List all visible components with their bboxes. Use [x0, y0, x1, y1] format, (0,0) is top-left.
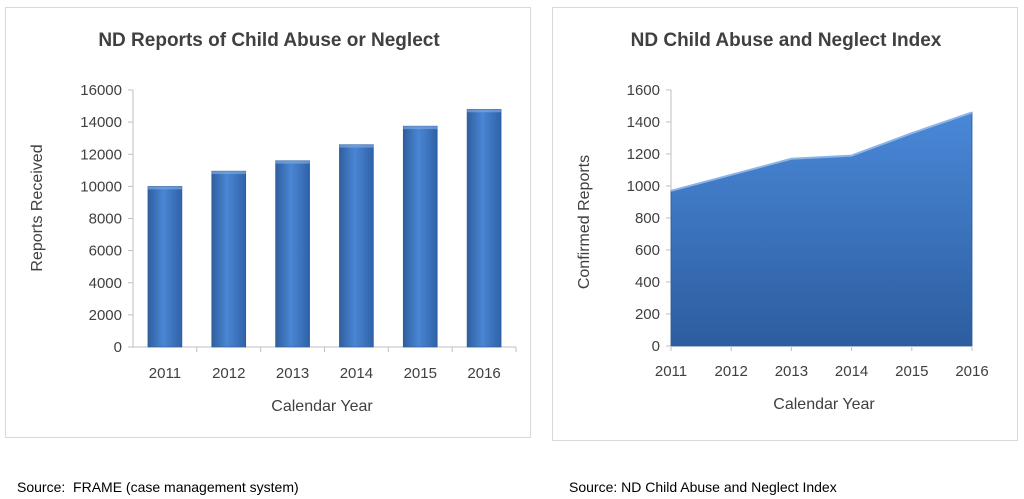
x-tick-label: 2015: [895, 363, 928, 380]
reports-bar-chart: ND Reports of Child Abuse or Neglect Cal…: [29, 30, 517, 415]
y-axis-label: Confirmed Reports: [576, 155, 593, 289]
y-tick-label: 8000: [89, 211, 122, 228]
x-tick-label: 2012: [715, 363, 748, 380]
y-tick-label: 1600: [627, 82, 660, 99]
bar-top-highlight: [467, 109, 502, 113]
x-tick-label: 2011: [655, 363, 687, 380]
x-axis-label: Calendar Year: [271, 398, 373, 415]
y-tick-label: 200: [635, 306, 660, 323]
y-tick-label: 0: [114, 339, 122, 356]
chart-title: ND Child Abuse and Neglect Index: [631, 30, 942, 51]
x-tick-label: 2014: [835, 363, 868, 380]
bar-top-highlight: [275, 160, 310, 164]
area-series: [670, 111, 973, 347]
y-tick-label: 1400: [627, 114, 660, 131]
x-tick-label: 2016: [467, 365, 500, 382]
bar: [147, 186, 183, 348]
x-tick-label: 2016: [955, 363, 988, 380]
bar: [275, 160, 310, 348]
y-tick-label: 14000: [80, 114, 122, 131]
y-tick-label: 800: [635, 210, 660, 227]
bar-top-highlight: [403, 126, 438, 130]
area-top-edge: [670, 111, 973, 192]
y-tick-label: 12000: [80, 146, 122, 163]
x-tick-label: 2012: [212, 365, 245, 382]
x-tick-label: 2014: [340, 365, 373, 382]
y-tick-label: 16000: [80, 82, 122, 99]
bar-top-highlight: [339, 144, 374, 148]
y-tick-label: 600: [635, 242, 660, 259]
x-tick-label: 2015: [404, 365, 437, 382]
index-area-chart: ND Child Abuse and Neglect Index Calenda…: [576, 30, 989, 413]
y-tick-label: 1200: [627, 146, 660, 163]
bar: [402, 125, 438, 348]
x-tick-label: 2011: [149, 365, 181, 382]
y-axis-label: Reports Received: [29, 144, 46, 271]
x-tick-label: 2013: [276, 365, 309, 382]
y-tick-label: 1000: [627, 178, 660, 195]
area-chart-panel: ND Child Abuse and Neglect Index Calenda…: [552, 7, 1018, 441]
bar: [211, 170, 247, 348]
y-tick-label: 400: [635, 274, 660, 291]
y-tick-label: 10000: [80, 178, 122, 195]
bar-top-highlight: [211, 171, 246, 175]
bar-top-highlight: [147, 186, 182, 190]
bar-chart-panel: ND Reports of Child Abuse or Neglect Cal…: [5, 7, 531, 438]
y-tick-label: 6000: [89, 243, 122, 260]
y-tick-label: 4000: [89, 275, 122, 292]
bar: [339, 144, 374, 348]
source-note-right: Source: ND Child Abuse and Neglect Index: [569, 479, 837, 495]
source-note-left: Source: FRAME (case management system): [17, 479, 299, 495]
bar: [466, 108, 502, 348]
x-tick-label: 2013: [775, 363, 808, 380]
y-tick-label: 2000: [89, 307, 122, 324]
x-axis-label: Calendar Year: [773, 396, 875, 413]
y-tick-label: 0: [652, 338, 660, 355]
chart-title: ND Reports of Child Abuse or Neglect: [98, 30, 440, 51]
